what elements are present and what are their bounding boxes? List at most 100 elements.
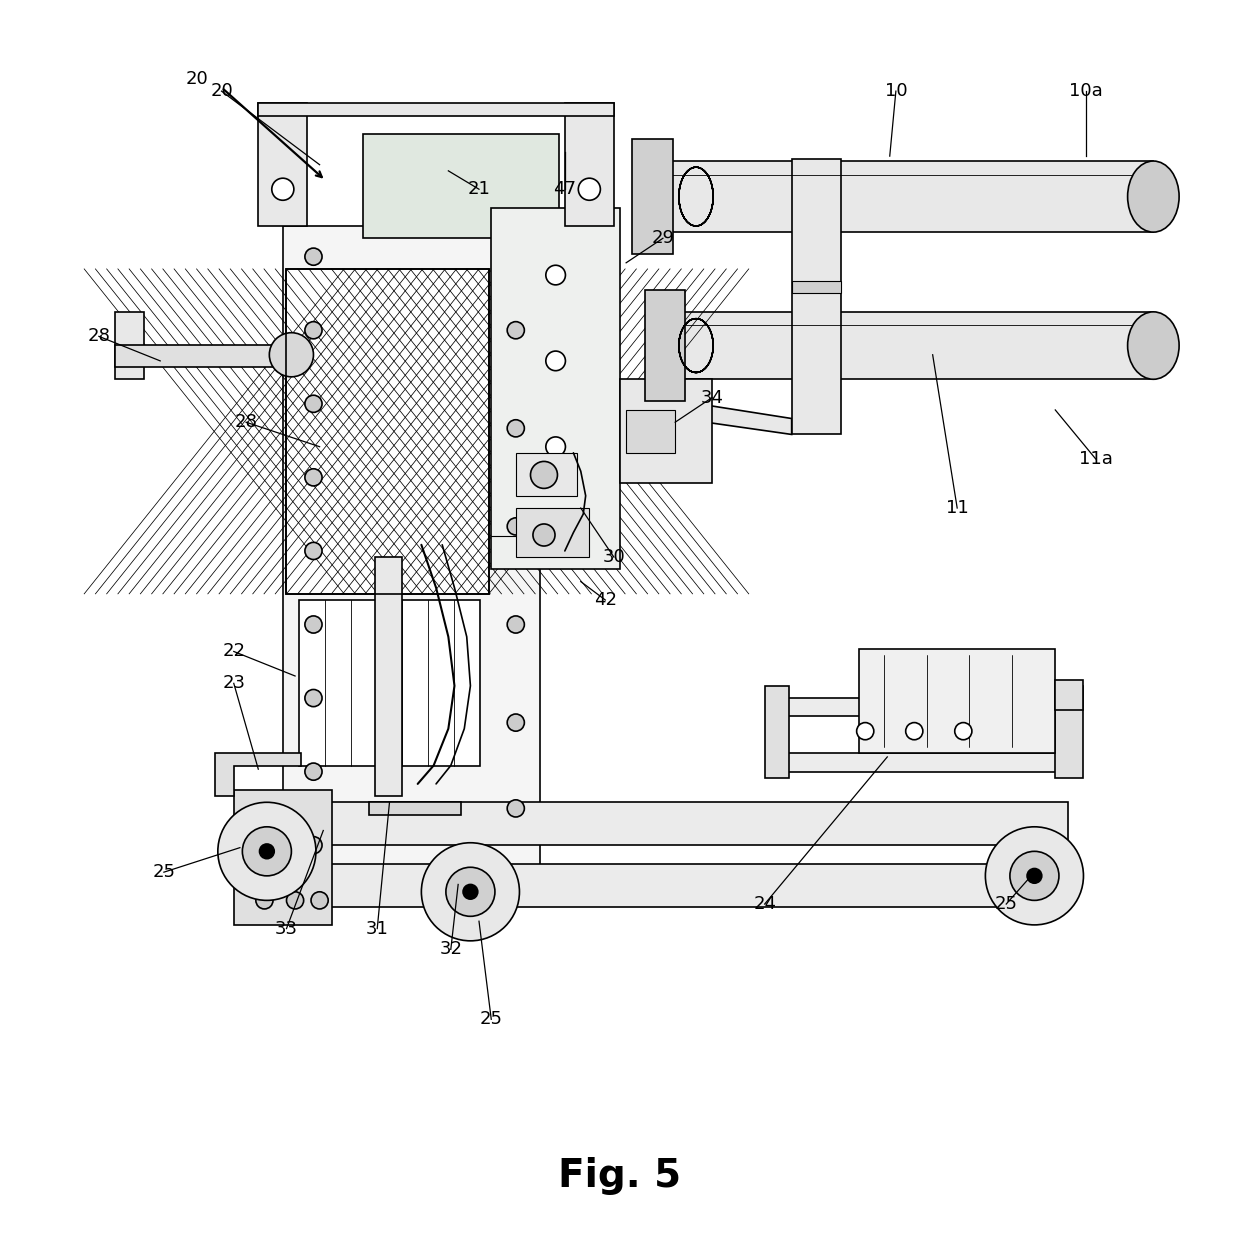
Circle shape <box>311 892 329 909</box>
Circle shape <box>546 265 565 285</box>
Circle shape <box>857 723 874 739</box>
Text: 11a: 11a <box>1079 450 1112 468</box>
Circle shape <box>272 179 294 200</box>
Text: 10a: 10a <box>1069 82 1102 100</box>
Polygon shape <box>516 453 577 496</box>
Polygon shape <box>620 391 791 435</box>
Text: 20: 20 <box>186 70 208 87</box>
Circle shape <box>446 867 495 917</box>
Polygon shape <box>1055 679 1084 711</box>
Circle shape <box>533 525 556 546</box>
Polygon shape <box>768 753 1080 772</box>
Ellipse shape <box>1127 312 1179 380</box>
Polygon shape <box>791 281 841 294</box>
Circle shape <box>546 437 565 457</box>
Text: 28: 28 <box>234 413 258 431</box>
Circle shape <box>507 616 525 633</box>
Text: 11: 11 <box>946 500 968 517</box>
Circle shape <box>305 763 322 781</box>
Text: 25: 25 <box>480 1010 502 1028</box>
Polygon shape <box>368 802 460 814</box>
Polygon shape <box>362 134 559 239</box>
Text: 47: 47 <box>553 180 577 199</box>
Text: 25: 25 <box>994 896 1018 913</box>
Circle shape <box>305 689 322 707</box>
Circle shape <box>531 461 558 488</box>
Polygon shape <box>1055 686 1084 778</box>
Text: 30: 30 <box>603 548 625 566</box>
Text: 33: 33 <box>275 919 298 938</box>
Text: Fig. 5: Fig. 5 <box>558 1158 682 1195</box>
Polygon shape <box>565 104 614 226</box>
Polygon shape <box>620 380 712 483</box>
Circle shape <box>546 351 565 371</box>
Polygon shape <box>115 312 144 380</box>
Polygon shape <box>791 159 841 435</box>
Circle shape <box>986 827 1084 926</box>
Text: 22: 22 <box>222 642 246 661</box>
Polygon shape <box>258 104 308 226</box>
Bar <box>299 600 480 766</box>
Bar <box>286 269 489 593</box>
Text: 31: 31 <box>366 919 388 938</box>
Circle shape <box>507 799 525 817</box>
Text: 20: 20 <box>210 82 233 100</box>
Polygon shape <box>639 161 1153 232</box>
Polygon shape <box>768 698 1080 717</box>
Circle shape <box>422 843 520 940</box>
Circle shape <box>1009 852 1059 901</box>
Ellipse shape <box>1127 161 1179 232</box>
Bar <box>626 410 675 453</box>
Polygon shape <box>516 508 589 557</box>
Circle shape <box>286 892 304 909</box>
Circle shape <box>305 395 322 412</box>
Circle shape <box>507 518 525 535</box>
Circle shape <box>905 723 923 739</box>
Polygon shape <box>859 649 1055 753</box>
Polygon shape <box>308 863 1068 907</box>
Circle shape <box>218 802 316 901</box>
Polygon shape <box>491 207 620 570</box>
Circle shape <box>305 249 322 265</box>
Bar <box>286 269 489 593</box>
Text: 42: 42 <box>594 591 616 610</box>
Circle shape <box>463 884 477 899</box>
Polygon shape <box>308 802 1068 846</box>
Circle shape <box>507 322 525 338</box>
Polygon shape <box>645 290 684 401</box>
Polygon shape <box>651 312 1153 380</box>
Circle shape <box>305 837 322 854</box>
Circle shape <box>305 322 322 338</box>
Polygon shape <box>234 791 332 926</box>
Circle shape <box>305 542 322 560</box>
Circle shape <box>507 714 525 731</box>
Text: 25: 25 <box>153 863 175 882</box>
Polygon shape <box>216 753 301 796</box>
Polygon shape <box>632 139 673 255</box>
Circle shape <box>507 420 525 437</box>
Text: 10: 10 <box>884 82 908 100</box>
Circle shape <box>578 179 600 200</box>
Text: 24: 24 <box>753 896 776 913</box>
Polygon shape <box>283 226 541 901</box>
Text: 29: 29 <box>651 230 675 247</box>
Text: 34: 34 <box>701 388 723 407</box>
Text: 32: 32 <box>439 940 463 958</box>
Circle shape <box>305 468 322 486</box>
Circle shape <box>255 892 273 909</box>
Text: 23: 23 <box>222 674 246 692</box>
Bar <box>286 269 489 593</box>
Circle shape <box>1027 868 1042 883</box>
Text: 28: 28 <box>88 327 110 346</box>
Polygon shape <box>374 557 402 796</box>
Circle shape <box>955 723 972 739</box>
Circle shape <box>269 332 314 377</box>
Circle shape <box>305 616 322 633</box>
Circle shape <box>259 844 274 858</box>
Text: 21: 21 <box>467 180 491 199</box>
Circle shape <box>546 511 565 530</box>
Polygon shape <box>115 345 291 367</box>
Polygon shape <box>258 104 614 116</box>
Circle shape <box>242 827 291 876</box>
Polygon shape <box>765 686 789 778</box>
